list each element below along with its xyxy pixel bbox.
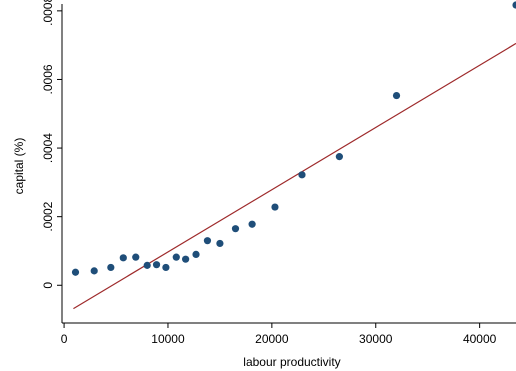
data-point xyxy=(90,267,98,275)
data-points-layer xyxy=(71,1,516,276)
y-axis: 0 .0002 .0004 .0006 .0008 xyxy=(41,0,62,289)
fitted-line-layer xyxy=(73,42,516,310)
data-point xyxy=(71,268,80,276)
y-tick-label: 0 xyxy=(41,282,55,289)
y-axis-title: capital (%) xyxy=(12,138,26,195)
data-point xyxy=(248,220,256,228)
data-point xyxy=(182,255,190,263)
x-axis-title: labour productivity xyxy=(243,355,340,369)
y-tick-label: .0004 xyxy=(41,133,55,163)
data-point xyxy=(162,263,170,272)
fitted-line xyxy=(73,42,516,310)
x-tick-label: 10000 xyxy=(151,332,185,346)
data-point xyxy=(392,91,401,100)
y-tick-label: .0008 xyxy=(41,0,55,26)
x-tick-label: 20000 xyxy=(255,332,289,346)
data-point xyxy=(132,253,140,261)
x-axis: 0 10000 20000 30000 40000 xyxy=(61,323,497,346)
data-point xyxy=(152,261,161,269)
data-point xyxy=(298,171,306,179)
data-point xyxy=(231,225,240,233)
data-point xyxy=(192,250,200,258)
y-tick-label: .0006 xyxy=(41,64,55,94)
data-point xyxy=(271,203,279,211)
data-point xyxy=(203,237,212,245)
data-point xyxy=(172,253,180,261)
y-tick-label: .0002 xyxy=(41,201,55,231)
x-tick-label: 0 xyxy=(61,332,68,346)
data-point xyxy=(107,263,115,272)
data-point xyxy=(335,153,343,161)
data-point xyxy=(119,254,127,262)
x-tick-label: 30000 xyxy=(359,332,393,346)
data-point xyxy=(143,261,151,269)
data-point xyxy=(512,1,516,9)
data-point xyxy=(216,239,224,248)
plot-area xyxy=(61,4,516,324)
x-tick-label: 40000 xyxy=(463,332,497,346)
